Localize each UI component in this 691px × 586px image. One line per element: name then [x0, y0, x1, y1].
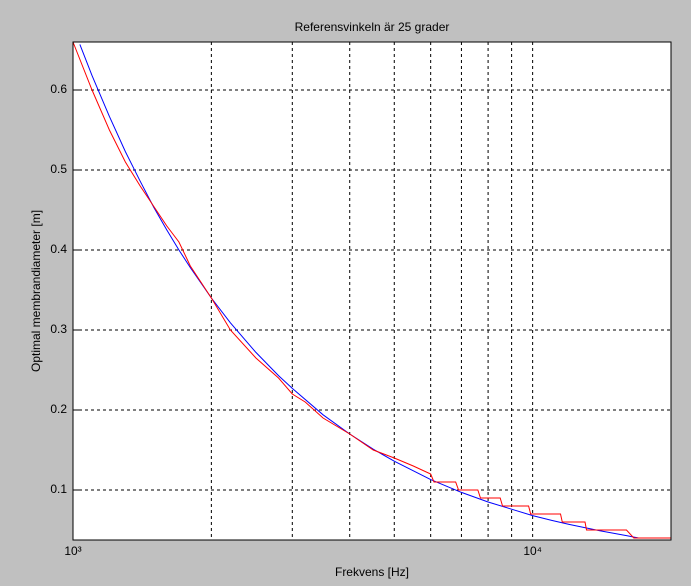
y-tick-label: 0.6: [50, 82, 67, 96]
y-tick-label: 0.3: [50, 322, 67, 336]
y-tick-label: 0.2: [50, 402, 67, 416]
y-tick-label: 0.4: [50, 242, 67, 256]
axes-background: [73, 42, 671, 540]
y-tick-label: 0.1: [50, 482, 67, 496]
y-tick-label: 0.5: [50, 162, 67, 176]
axes-frame: [72, 41, 672, 541]
x-axis-label: Frekvens [Hz]: [335, 565, 409, 579]
chart-title: Referensvinkeln är 25 grader: [295, 20, 450, 34]
x-tick-label: 10⁴: [523, 544, 542, 558]
y-axis-label: Optimal membrandiameter [m]: [29, 210, 43, 372]
data-line: [72, 41, 671, 539]
x-tick-label: 10³: [64, 544, 81, 558]
data-line: [79, 44, 639, 539]
